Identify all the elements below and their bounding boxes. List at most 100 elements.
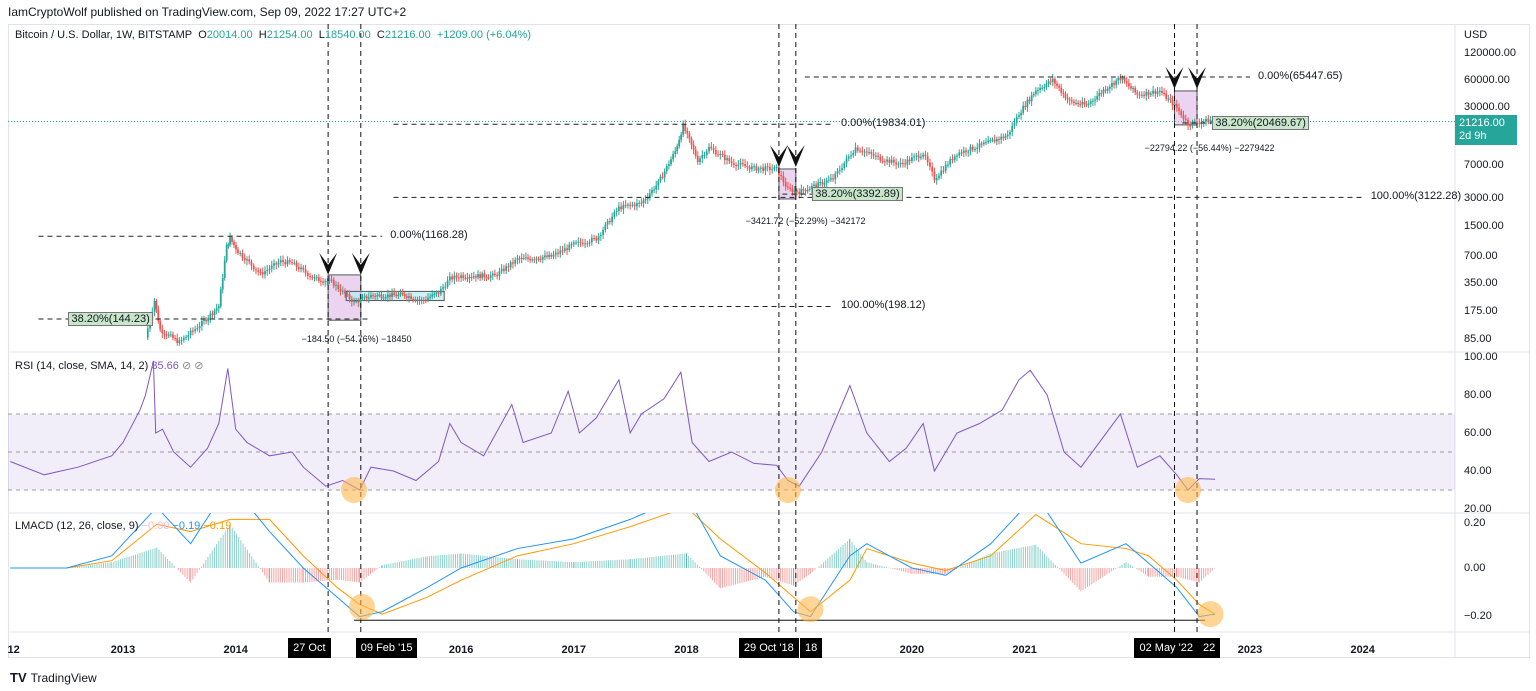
candle: [200, 320, 203, 327]
candle: [487, 277, 490, 279]
candle: [784, 182, 787, 187]
candle: [1134, 88, 1137, 93]
candle: [620, 206, 623, 210]
candle: [732, 163, 735, 166]
candle: [1104, 89, 1107, 91]
candle: [386, 294, 389, 298]
candle: [593, 237, 595, 239]
candle: [464, 277, 467, 279]
candle: [178, 340, 181, 343]
candle: [300, 267, 302, 270]
candle: [771, 169, 774, 171]
candle: [1066, 98, 1069, 100]
candle: [512, 262, 514, 264]
candle: [462, 275, 465, 278]
candle: [865, 151, 868, 153]
candle: [399, 292, 402, 295]
candle: [483, 273, 486, 278]
candle: [485, 277, 488, 279]
candle: [509, 262, 512, 268]
candle: [834, 173, 837, 180]
candle: [1138, 94, 1141, 96]
x-tick-label: 12: [7, 644, 20, 656]
candle: [985, 142, 987, 144]
candle: [414, 299, 417, 301]
candle: [1004, 136, 1007, 138]
candle: [1034, 90, 1037, 94]
candle: [1056, 83, 1058, 86]
candle: [762, 167, 765, 171]
candle: [892, 159, 895, 163]
candle: [759, 167, 762, 169]
candle: [1028, 99, 1031, 102]
candle: [213, 310, 216, 315]
candle: [566, 248, 568, 251]
candle: [701, 155, 704, 159]
candle: [1175, 104, 1178, 108]
candle: [735, 165, 737, 167]
candle: [433, 293, 436, 295]
candle: [726, 158, 728, 161]
candle: [1015, 116, 1018, 123]
highlight-circle: [1197, 601, 1224, 628]
candle: [728, 158, 731, 162]
candle: [832, 178, 834, 180]
candle: [389, 294, 391, 297]
candle: [956, 155, 958, 157]
candle: [746, 166, 749, 168]
highlight-circle: [341, 477, 368, 503]
fib-level-label: 0.00%(65447.65): [1258, 69, 1343, 82]
candle: [279, 260, 282, 263]
candle: [541, 257, 544, 260]
candle: [235, 244, 237, 250]
x-tick-label: 2017: [561, 644, 587, 656]
candle: [931, 166, 934, 172]
candle: [365, 296, 368, 299]
candle: [370, 295, 372, 298]
candle: [361, 297, 364, 299]
candle: [198, 326, 201, 329]
candle: [550, 254, 553, 257]
candle: [926, 156, 929, 163]
tradingview-logo[interactable]: TV TradingView: [10, 670, 97, 685]
hide-icon[interactable]: ⊘ ⊘: [181, 360, 204, 372]
candle: [507, 266, 510, 268]
fib-level-label: 100.00%(3122.28): [1370, 190, 1462, 203]
candle: [439, 288, 442, 294]
candle: [1081, 102, 1084, 105]
candle: [1020, 112, 1022, 116]
candle: [1121, 77, 1124, 80]
candle: [821, 181, 824, 185]
candle: [947, 164, 949, 166]
candle: [602, 230, 605, 235]
candle: [518, 258, 521, 260]
low-value: 18540.00: [324, 29, 371, 41]
x-tick-label: 2018: [674, 644, 699, 656]
candle: [531, 259, 534, 261]
x-tick-label: 2013: [110, 644, 136, 656]
candle: [403, 294, 406, 297]
tv-logo-icon: TV: [10, 670, 27, 685]
candle: [678, 139, 681, 147]
price-pane: [8, 66, 1455, 346]
candle: [581, 242, 584, 245]
candle: [1209, 119, 1212, 123]
candle: [520, 257, 523, 259]
price-tick-label: 700.00: [1464, 250, 1498, 263]
candle: [470, 277, 473, 279]
candle: [995, 138, 998, 142]
candle: [211, 313, 214, 315]
candle: [282, 260, 284, 262]
candle: [989, 140, 992, 142]
candle: [259, 272, 262, 274]
candle: [1161, 90, 1163, 94]
candle: [1113, 82, 1115, 85]
lmacd-pane: [10, 513, 1216, 618]
candle: [1125, 81, 1128, 84]
candle: [696, 155, 699, 163]
lmacd-tick-label: 0.20: [1464, 517, 1486, 529]
candle: [1163, 93, 1165, 95]
candle: [692, 144, 695, 150]
candle: [886, 159, 889, 162]
